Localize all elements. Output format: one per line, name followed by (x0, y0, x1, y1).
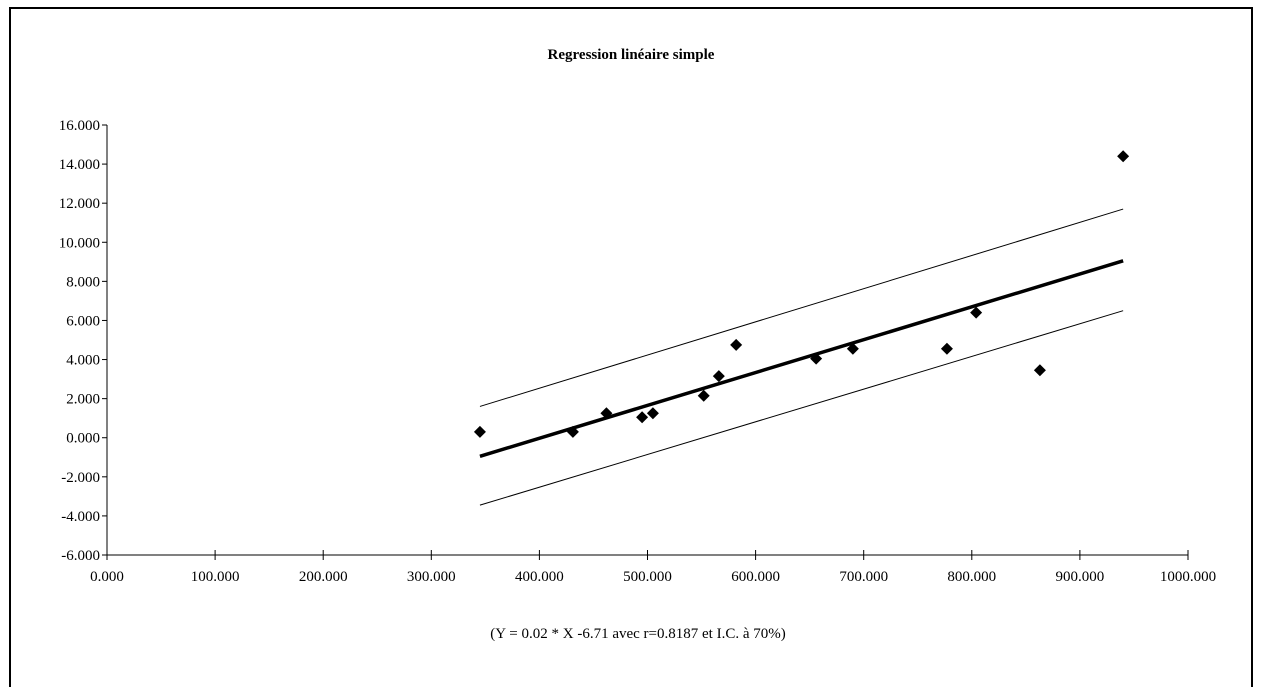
y-tick-label: 12.000 (59, 196, 100, 212)
x-tick-label: 300.000 (407, 569, 456, 585)
regression-lines (479, 208, 1124, 506)
y-tick-label: 8.000 (66, 274, 100, 290)
data-point (846, 342, 859, 355)
data-point (1033, 364, 1046, 377)
data-point (940, 342, 953, 355)
equation-caption: (Y = 0.02 * X -6.71 avec r=0.8187 et I.C… (490, 626, 785, 642)
data-point (712, 370, 725, 383)
x-tick-label: 1000.000 (1160, 569, 1216, 585)
x-tick-label: 100.000 (191, 569, 240, 585)
axes: -6.000 -4.000 -2.000 0.000 2.000 4.000 6.000 8.… (59, 118, 1216, 585)
x-tick-label: 200.000 (299, 569, 348, 585)
data-point (970, 306, 983, 319)
y-tick-label: -2.000 (61, 470, 100, 486)
data-point (697, 389, 710, 402)
x-tick-label: 500.000 (623, 569, 672, 585)
data-point (730, 338, 743, 351)
y-tick-label: -4.000 (61, 509, 100, 525)
data-point (566, 425, 579, 438)
y-tick-label: 16.000 (59, 118, 100, 134)
x-tick-label: 600.000 (731, 569, 780, 585)
upper-confidence-line (479, 208, 1124, 407)
data-point (810, 352, 823, 365)
x-tick-label: 900.000 (1056, 569, 1105, 585)
x-tick-label: 800.000 (947, 569, 996, 585)
data-point (1117, 150, 1130, 163)
chart-title: Regression linéaire simple (548, 47, 715, 63)
y-tick-label: -6.000 (61, 548, 100, 564)
x-tick-label: 700.000 (839, 569, 888, 585)
y-tick-label: 2.000 (66, 392, 100, 408)
data-point (600, 407, 613, 420)
lower-confidence-line (479, 310, 1124, 506)
regression-line (479, 259, 1124, 458)
y-tick-label: 14.000 (59, 157, 100, 173)
data-point (473, 425, 486, 438)
x-tick-label: 0.000 (90, 569, 124, 585)
y-tick-label: 6.000 (66, 313, 100, 329)
x-tick-label: 400.000 (515, 569, 564, 585)
y-tick-label: 10.000 (59, 235, 100, 251)
y-tick-label: 0.000 (66, 431, 100, 447)
chart-frame (9, 7, 1253, 687)
data-point (636, 411, 649, 424)
data-points (473, 150, 1130, 438)
data-point (646, 407, 659, 420)
y-tick-label: 4.000 (66, 353, 100, 369)
